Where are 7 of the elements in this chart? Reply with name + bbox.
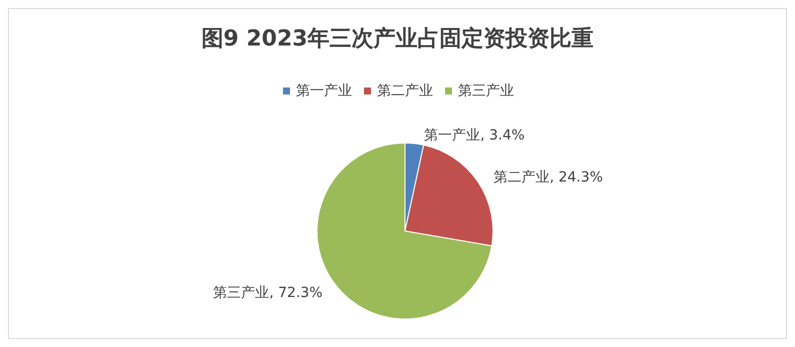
legend-label: 第三产业 <box>458 83 514 99</box>
data-label: 第三产业, 72.3% <box>213 284 323 301</box>
legend-label: 第一产业 <box>296 83 352 99</box>
data-label: 第二产业, 24.3% <box>494 169 603 186</box>
legend-label: 第二产业 <box>377 83 433 99</box>
data-label: 第一产业, 3.4% <box>424 128 525 144</box>
chart-title: 图9 2023年三次产业占固定资投资比重 <box>201 26 594 52</box>
